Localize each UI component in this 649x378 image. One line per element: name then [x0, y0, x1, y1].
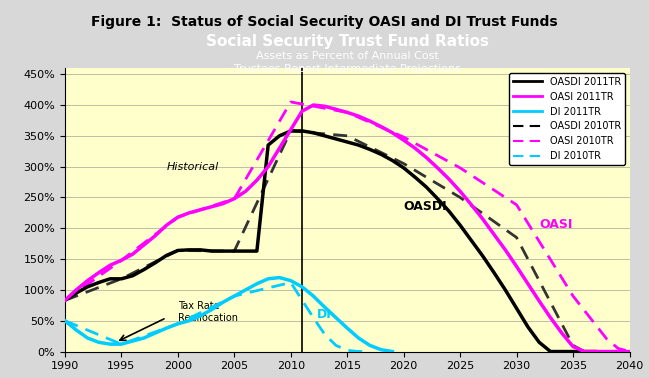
Bar — [65, 68, 302, 352]
Text: Figure 1:  Status of Social Security OASI and DI Trust Funds: Figure 1: Status of Social Security OASI… — [92, 15, 557, 29]
Text: OASI: OASI — [539, 218, 572, 231]
Text: DI: DI — [317, 308, 332, 321]
Legend: OASDI 2011TR, OASI 2011TR, DI 2011TR, OASDI 2010TR, OASI 2010TR, DI 2010TR: OASDI 2011TR, OASI 2011TR, DI 2011TR, OA… — [509, 73, 625, 165]
Text: Social Security Trust Fund Ratios: Social Security Trust Fund Ratios — [206, 34, 489, 49]
Text: Historical: Historical — [167, 162, 219, 172]
Text: OASDI: OASDI — [404, 200, 447, 213]
Text: Tax Rate
Reallocation: Tax Rate Reallocation — [178, 301, 238, 323]
Text: Assets as Percent of Annual Cost: Assets as Percent of Annual Cost — [256, 51, 439, 61]
Text: Trustees Report Intermediate Projections: Trustees Report Intermediate Projections — [234, 64, 461, 74]
